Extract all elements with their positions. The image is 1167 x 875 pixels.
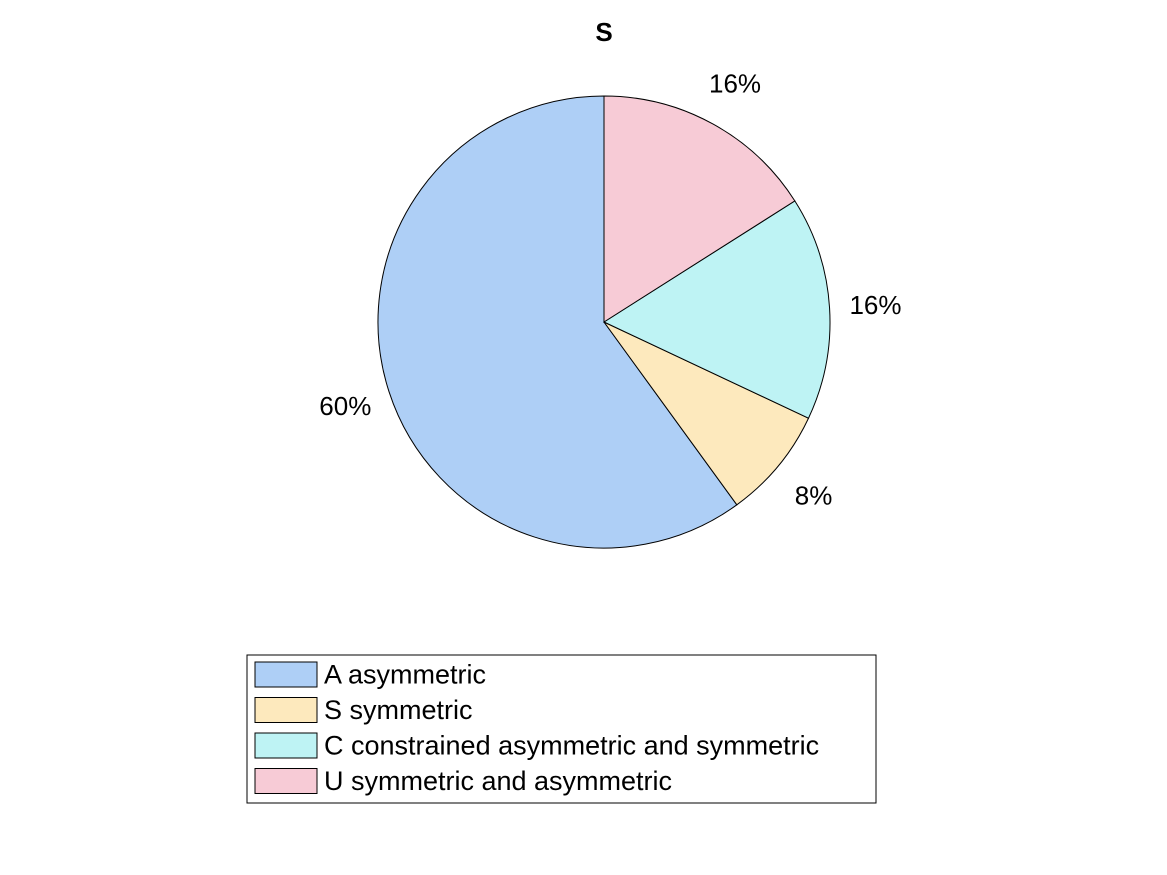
pie-slice-2 (603, 321, 810, 506)
chart-title: S (595, 17, 612, 47)
pie-percent-label-3: 16% (849, 290, 901, 320)
pie-slice-1 (377, 95, 738, 549)
pie-percent-label-1: 60% (319, 391, 371, 421)
pie-percent-labels: 60% 8% 16% 16% (319, 69, 901, 511)
legend-swatch-1 (254, 661, 318, 688)
pie-slice-4 (603, 95, 796, 323)
legend-box (246, 654, 877, 804)
legend-swatch-2 (254, 697, 318, 723)
legend-swatch-3 (254, 732, 318, 759)
legend: A asymmetric S symmetric C constrained asy… (246, 654, 877, 804)
pie-slices (377, 95, 831, 549)
legend-label-1: A asymmetric (324, 660, 486, 690)
pie-percent-label-4: 16% (709, 69, 761, 99)
pie-percent-label-2: 8% (795, 480, 833, 510)
legend-label-3: C constrained asymmetric and symmetric (324, 731, 819, 761)
legend-swatch-4 (254, 768, 318, 794)
legend-label-2: S symmetric (324, 695, 473, 725)
pie-slice-3 (602, 200, 831, 419)
legend-label-4: U symmetric and asymmetric (324, 766, 672, 796)
